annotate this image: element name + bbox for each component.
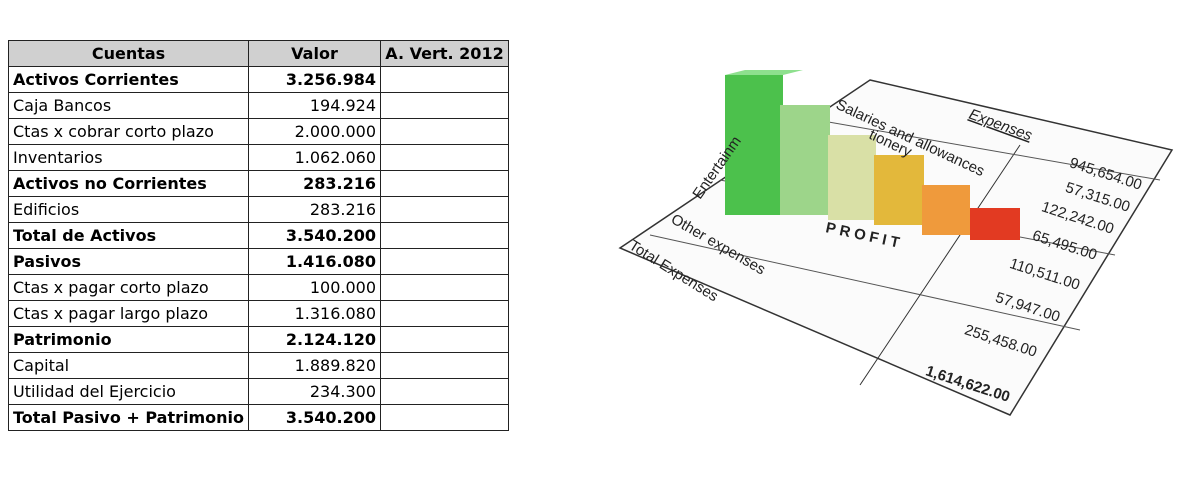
empty-cell	[380, 66, 509, 93]
empty-cell	[380, 92, 509, 119]
table-row: Total de Activos 3.540.200	[8, 222, 509, 249]
account-cell: Edificios	[8, 196, 249, 223]
table-row: Caja Bancos 194.924	[8, 92, 509, 119]
bars	[725, 70, 1020, 240]
header-cell: Valor	[248, 40, 381, 67]
value-cell: 234.300	[248, 378, 381, 405]
empty-cell	[380, 300, 509, 327]
header-cell: A. Vert. 2012	[380, 40, 509, 67]
table-row: Ctas x cobrar corto plazo 2.000.000	[8, 118, 509, 145]
empty-cell	[380, 170, 509, 197]
empty-cell	[380, 196, 509, 223]
account-cell: Pasivos	[8, 248, 249, 275]
value-cell: 3.540.200	[248, 222, 381, 249]
value-cell: 283.216	[248, 170, 381, 197]
table-row: Pasivos 1.416.080	[8, 248, 509, 275]
value-cell: 3.540.200	[248, 404, 381, 431]
table-row: Edificios 283.216	[8, 196, 509, 223]
empty-cell	[380, 118, 509, 145]
account-cell: Activos Corrientes	[8, 66, 249, 93]
table-body: Activos Corrientes 3.256.984 Caja Bancos 19…	[8, 66, 509, 431]
header-cell: Cuentas	[8, 40, 249, 67]
empty-cell	[380, 404, 509, 431]
account-cell: Ctas x pagar largo plazo	[8, 300, 249, 327]
value-cell: 3.256.984	[248, 66, 381, 93]
empty-cell	[380, 326, 509, 353]
value-cell: 2.124.120	[248, 326, 381, 353]
account-cell: Inventarios	[8, 144, 249, 171]
value-cell: 1.889.820	[248, 352, 381, 379]
empty-cell	[380, 248, 509, 275]
empty-cell	[380, 378, 509, 405]
value-cell: 194.924	[248, 92, 381, 119]
account-cell: Activos no Corrientes	[8, 170, 249, 197]
table-row: Inventarios 1.062.060	[8, 144, 509, 171]
table-row: Total Pasivo + Patrimonio 3.540.200	[8, 404, 509, 431]
empty-cell	[380, 222, 509, 249]
empty-cell	[380, 352, 509, 379]
expenses-illustration: Expenses Salaries and allowances tionery…	[618, 70, 1174, 416]
table-row: Activos Corrientes 3.256.984	[8, 66, 509, 93]
account-cell: Ctas x pagar corto plazo	[8, 274, 249, 301]
value-cell: 1.416.080	[248, 248, 381, 275]
account-cell: Patrimonio	[8, 326, 249, 353]
table-row: Ctas x pagar largo plazo 1.316.080	[8, 300, 509, 327]
table-row: Ctas x pagar corto plazo 100.000	[8, 274, 509, 301]
table-row: Capital 1.889.820	[8, 352, 509, 379]
value-cell: 283.216	[248, 196, 381, 223]
table-row: Utilidad del Ejercicio 234.300	[8, 378, 509, 405]
account-cell: Total Pasivo + Patrimonio	[8, 404, 249, 431]
account-cell: Ctas x cobrar corto plazo	[8, 118, 249, 145]
account-cell: Utilidad del Ejercicio	[8, 378, 249, 405]
value-cell: 1.062.060	[248, 144, 381, 171]
empty-cell	[380, 274, 509, 301]
balance-table: Cuentas Valor A. Vert. 2012 Activos Corr…	[8, 40, 509, 431]
account-cell: Caja Bancos	[8, 92, 249, 119]
account-cell: Total de Activos	[8, 222, 249, 249]
empty-cell	[380, 144, 509, 171]
table-row: Activos no Corrientes 283.216	[8, 170, 509, 197]
value-cell: 2.000.000	[248, 118, 381, 145]
table-row: Patrimonio 2.124.120	[8, 326, 509, 353]
account-cell: Capital	[8, 352, 249, 379]
value-cell: 100.000	[248, 274, 381, 301]
value-cell: 1.316.080	[248, 300, 381, 327]
header-row: Cuentas Valor A. Vert. 2012	[8, 40, 509, 67]
